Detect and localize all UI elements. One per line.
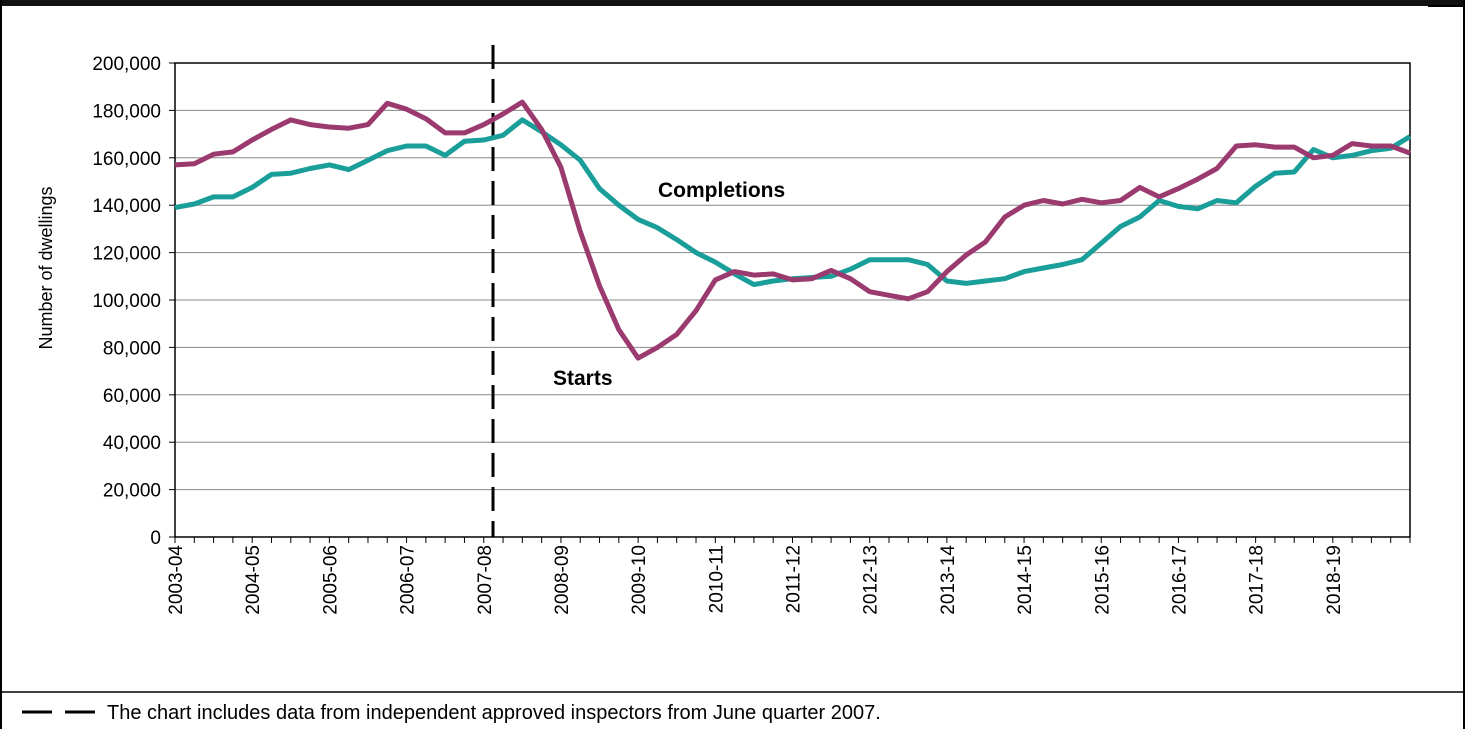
plot: 0 20,000 40,000 60,000 80,000 100,000 120,000 1… [92, 45, 1412, 615]
x-tick-label: 2012-13 [861, 545, 882, 615]
footnote: The chart includes data from independent… [107, 702, 881, 724]
x-tick-label: 2015-16 [1092, 545, 1113, 615]
x-tick-label: 2017-18 [1247, 545, 1268, 615]
y-tick-label: 0 [150, 528, 161, 549]
y-tick-label: 60,000 [103, 386, 161, 407]
x-tick-label: 2014-15 [1015, 545, 1036, 615]
line-series [174, 99, 1411, 361]
series-label: Completions [658, 179, 785, 202]
top-bar [0, 0, 1465, 6]
y-tick-label: 20,000 [103, 481, 161, 502]
y-tick-label: 180,000 [92, 101, 161, 122]
x-tick-label: 2007-08 [475, 545, 496, 615]
y-tick-label: 140,000 [92, 196, 161, 217]
x-tick-label: 2009-10 [629, 545, 650, 615]
y-tick-label: 100,000 [92, 291, 161, 312]
x-tick-label: 2005-06 [320, 545, 341, 615]
x-tick-label: 2018-19 [1324, 545, 1345, 615]
y-tick-label: 200,000 [92, 54, 161, 75]
x-tick-label: 2008-09 [552, 545, 573, 615]
y-tick-label: 40,000 [103, 433, 161, 454]
x-tick-label: 2013-14 [938, 545, 959, 615]
y-tick-label: 120,000 [92, 244, 161, 265]
y-axis-label: Number of dwellings [36, 186, 56, 349]
x-tick-label: 2003-04 [166, 545, 187, 615]
x-tick-label: 2010-11 [706, 545, 727, 613]
x-tick-label: 2016-17 [1169, 545, 1190, 615]
y-tick-label: 80,000 [103, 338, 161, 359]
x-tick-label: 2004-05 [243, 545, 264, 615]
x-tick-label: 2006-07 [398, 545, 419, 615]
x-tick-label: 2011-12 [784, 545, 805, 613]
series-label: Starts [553, 367, 613, 390]
line-series [174, 117, 1412, 288]
y-tick-label: 160,000 [92, 149, 161, 170]
